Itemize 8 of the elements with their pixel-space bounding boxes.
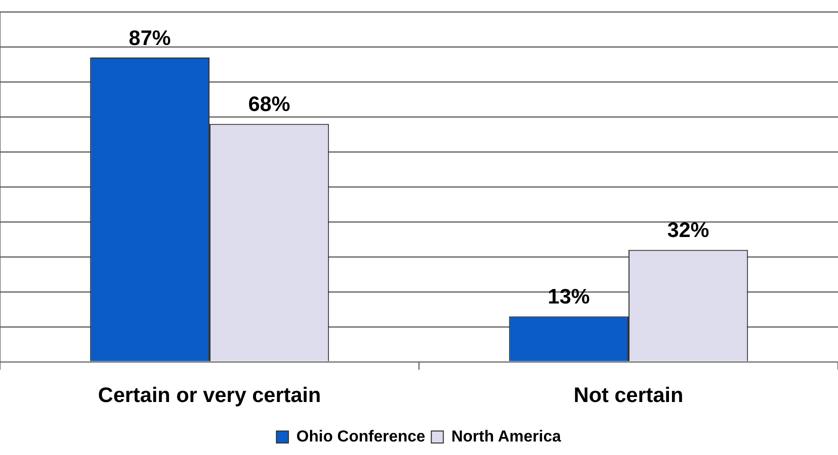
data-label: 32% xyxy=(667,219,710,242)
data-label: 13% xyxy=(548,286,590,309)
legend-label: North America xyxy=(451,428,562,446)
data-label: 68% xyxy=(248,93,291,116)
legend-label: Ohio Conference xyxy=(296,428,426,446)
x-tick-label: Certain or very certain xyxy=(98,384,321,408)
data-label: 87% xyxy=(128,26,172,50)
x-tick-label: Not certain xyxy=(574,384,684,408)
